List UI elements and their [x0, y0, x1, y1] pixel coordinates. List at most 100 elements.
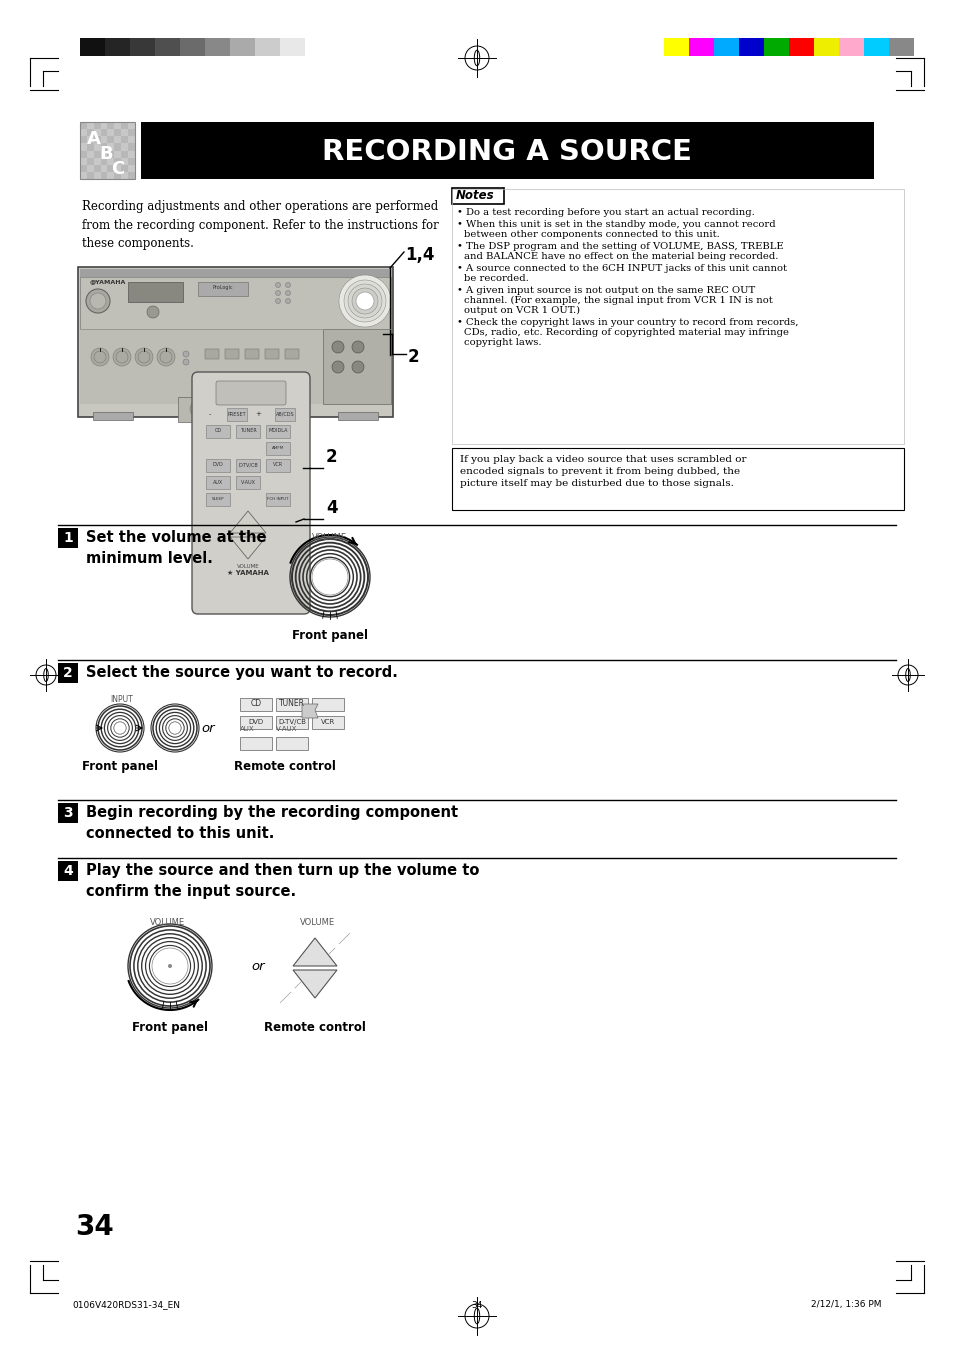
Bar	[114, 136, 121, 143]
Bar	[128, 150, 135, 158]
Bar	[93, 122, 100, 130]
Text: ProLogic: ProLogic	[213, 285, 233, 290]
Bar	[128, 136, 135, 143]
Bar	[80, 38, 105, 55]
Bar	[788, 38, 813, 55]
Bar	[275, 738, 308, 750]
Text: VCR: VCR	[273, 462, 283, 467]
Circle shape	[94, 351, 106, 363]
Bar	[87, 136, 93, 143]
Bar	[108, 136, 114, 143]
Polygon shape	[293, 970, 336, 998]
Bar	[121, 165, 128, 172]
Bar	[225, 349, 239, 359]
Bar	[337, 412, 377, 420]
Bar	[141, 122, 873, 178]
Bar	[266, 426, 290, 438]
Bar	[254, 38, 280, 55]
Circle shape	[234, 401, 251, 417]
Bar	[121, 158, 128, 165]
Circle shape	[183, 351, 189, 357]
Text: Notes: Notes	[456, 189, 494, 203]
Circle shape	[254, 401, 271, 417]
Bar	[230, 38, 254, 55]
Bar	[93, 143, 100, 150]
Bar	[78, 267, 393, 417]
Bar	[178, 397, 297, 422]
Bar	[100, 130, 108, 136]
Bar	[285, 349, 298, 359]
Text: 4: 4	[63, 865, 72, 878]
Bar	[93, 172, 100, 178]
Bar	[114, 165, 121, 172]
Text: SLEEP: SLEEP	[212, 497, 224, 501]
Text: copyright laws.: copyright laws.	[463, 338, 541, 347]
Bar	[114, 150, 121, 158]
Polygon shape	[230, 511, 266, 534]
Text: Remote control: Remote control	[264, 1021, 366, 1034]
Text: A: A	[87, 130, 101, 149]
Bar	[863, 38, 888, 55]
Text: and BALANCE have no effect on the material being recorded.: and BALANCE have no effect on the materi…	[463, 253, 778, 261]
Circle shape	[352, 340, 364, 353]
Circle shape	[183, 359, 189, 365]
Bar	[312, 716, 344, 730]
Text: 1,4: 1,4	[405, 246, 434, 263]
Bar	[93, 150, 100, 158]
Circle shape	[147, 305, 159, 317]
Text: CDs, radio, etc. Recording of copyrighted material may infringe: CDs, radio, etc. Recording of copyrighte…	[463, 328, 788, 336]
Bar	[713, 38, 739, 55]
Text: Recording adjustments and other operations are performed
from the recording comp: Recording adjustments and other operatio…	[82, 200, 438, 250]
Text: TUNER: TUNER	[278, 700, 305, 708]
Bar	[688, 38, 713, 55]
FancyBboxPatch shape	[192, 372, 310, 613]
Bar	[452, 189, 903, 444]
Circle shape	[135, 349, 152, 366]
Bar	[80, 130, 87, 136]
Bar	[206, 426, 230, 438]
Bar	[275, 716, 308, 730]
Bar	[58, 528, 78, 549]
Bar	[128, 165, 135, 172]
Text: DVD: DVD	[213, 462, 223, 467]
Bar	[240, 738, 272, 750]
Text: or: or	[251, 959, 265, 973]
Text: 2: 2	[326, 449, 337, 466]
Bar	[838, 38, 863, 55]
Text: 1: 1	[63, 531, 72, 544]
Bar	[206, 493, 230, 507]
Bar	[80, 158, 87, 165]
Text: 2/12/1, 1:36 PM: 2/12/1, 1:36 PM	[811, 1301, 882, 1309]
Circle shape	[348, 284, 381, 317]
Text: TUNER: TUNER	[239, 428, 256, 434]
Text: • A given input source is not output on the same REC OUT: • A given input source is not output on …	[456, 286, 755, 295]
Circle shape	[152, 948, 188, 984]
Text: DVD: DVD	[248, 719, 263, 725]
Bar	[87, 172, 93, 178]
Bar	[108, 130, 114, 136]
Text: MDIDLA: MDIDLA	[268, 428, 288, 434]
Circle shape	[157, 349, 174, 366]
Text: AMFM: AMFM	[272, 446, 284, 450]
Circle shape	[285, 299, 291, 304]
Bar	[92, 412, 132, 420]
Bar	[888, 38, 913, 55]
Bar	[128, 130, 135, 136]
Text: If you play back a video source that uses scrambled or
encoded signals to preven: If you play back a video source that use…	[459, 455, 745, 488]
Text: FCH INPUT: FCH INPUT	[267, 497, 289, 501]
Bar	[130, 38, 154, 55]
Bar	[240, 698, 272, 711]
Text: Front panel: Front panel	[82, 761, 158, 773]
Text: 2: 2	[408, 349, 419, 366]
Circle shape	[285, 290, 291, 296]
Bar	[80, 165, 87, 172]
Text: Set the volume at the
minimum level.: Set the volume at the minimum level.	[86, 530, 266, 566]
Text: 2: 2	[63, 666, 72, 680]
Text: V-AUX: V-AUX	[240, 480, 255, 485]
Text: 0106V420RDS31-34_EN: 0106V420RDS31-34_EN	[71, 1301, 180, 1309]
Polygon shape	[302, 704, 317, 717]
Bar	[80, 269, 391, 277]
Circle shape	[344, 280, 386, 322]
Bar	[235, 426, 260, 438]
Bar	[235, 459, 260, 471]
